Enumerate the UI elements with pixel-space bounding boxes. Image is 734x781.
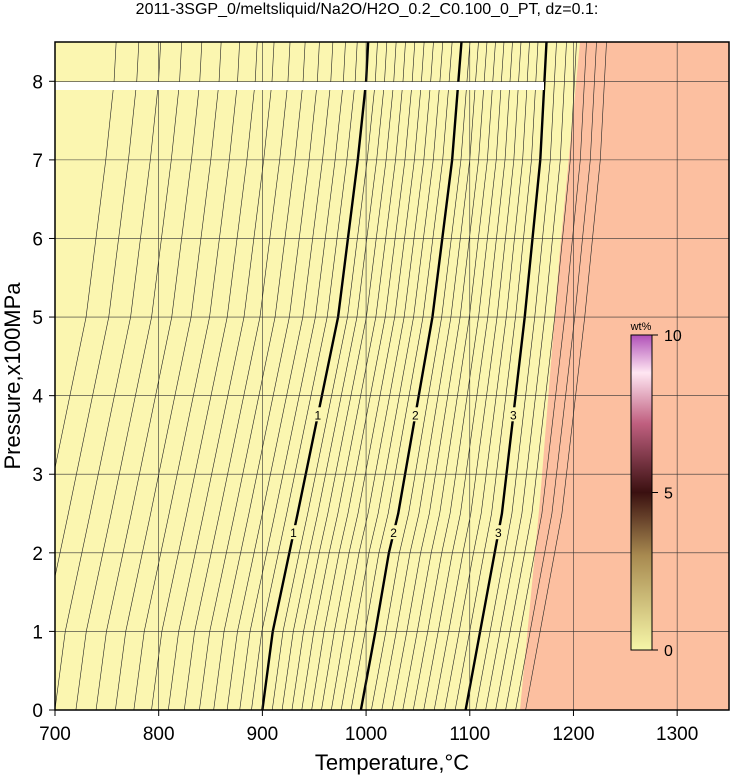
minor-contour (433, 42, 522, 710)
y-tick-label: 7 (32, 151, 43, 172)
minor-contour (55, 42, 140, 579)
x-tick-label: 700 (39, 724, 71, 745)
minor-contour (199, 42, 306, 710)
y-tick-label: 3 (32, 465, 43, 486)
plot-frame (54, 41, 730, 711)
contour-label-bg (493, 525, 504, 540)
minor-contour (55, 42, 161, 710)
minor-contour (340, 42, 444, 710)
contour-label: 2 (412, 408, 419, 422)
minor-contour (444, 42, 530, 710)
minor-contour (95, 42, 203, 710)
contour-label-bg (388, 525, 399, 540)
minor-contour (55, 42, 117, 470)
colorbar-tick-label: 0 (664, 643, 673, 660)
minor-contour (213, 42, 320, 710)
minor-contour (183, 42, 291, 710)
chart-title: 2011-3SGP_0/meltsliquid/Na2O/H2O_0.2_C0.… (136, 1, 599, 18)
minor-contour (281, 42, 388, 710)
colorbar-label: wt% (630, 321, 652, 333)
contour-label: 2 (390, 526, 397, 540)
contour-label-bg (508, 407, 519, 422)
x-tick-label: 900 (247, 724, 279, 745)
contour-label: 1 (290, 526, 297, 540)
minor-contour (271, 42, 378, 710)
x-tick-label: 800 (143, 724, 175, 745)
minor-contour (75, 42, 182, 710)
minor-contour (115, 42, 222, 710)
x-tick-label: 1300 (656, 724, 698, 745)
minor-contour (301, 42, 406, 710)
minor-contour (381, 42, 479, 710)
blank-band (55, 82, 544, 90)
contour-label-bg (410, 407, 421, 422)
x-tick-label: 1200 (552, 724, 594, 745)
minor-contour (321, 42, 425, 710)
minor-contour (515, 42, 597, 710)
minor-contour (168, 42, 275, 710)
y-tick-label: 1 (32, 622, 43, 643)
minor-contour (412, 42, 505, 710)
y-axis-label: Pressure,x100MPa (0, 282, 25, 470)
minor-contour (331, 42, 434, 710)
high-region (520, 42, 729, 710)
contour-label: 3 (510, 408, 517, 422)
minor-contour (226, 42, 334, 710)
y-tick-label: 4 (32, 387, 43, 408)
minor-contour (485, 42, 567, 710)
y-tick-label: 6 (32, 229, 43, 250)
minor-contour (402, 42, 496, 710)
colorbar (630, 334, 653, 651)
minor-contour (392, 42, 488, 710)
minor-contour (475, 42, 557, 710)
contour-label: 1 (315, 408, 322, 422)
minor-contour (371, 42, 471, 710)
x-tick-label: 1100 (449, 724, 490, 745)
x-tick-label: 1000 (345, 724, 387, 745)
y-tick-label: 2 (32, 544, 43, 565)
colorbar-tick-label: 10 (664, 328, 682, 345)
minor-contour (151, 42, 258, 710)
contour-label-bg (288, 525, 299, 540)
y-tick-label: 8 (32, 72, 43, 93)
contour-label-bg (312, 407, 323, 422)
y-tick-label: 0 (32, 701, 43, 722)
minor-contour (454, 42, 539, 710)
minor-contour (239, 42, 346, 710)
minor-contour (133, 42, 240, 710)
colorbar-tick-label: 5 (664, 486, 673, 503)
contour-label: 3 (495, 526, 502, 540)
minor-contour (350, 42, 453, 710)
x-axis-label: Temperature,°C (315, 750, 469, 775)
minor-contour (423, 42, 513, 710)
minor-contour (311, 42, 416, 710)
minor-contour (251, 42, 358, 710)
minor-contour (505, 42, 587, 710)
y-tick-label: 5 (32, 308, 43, 329)
minor-contour (291, 42, 397, 710)
